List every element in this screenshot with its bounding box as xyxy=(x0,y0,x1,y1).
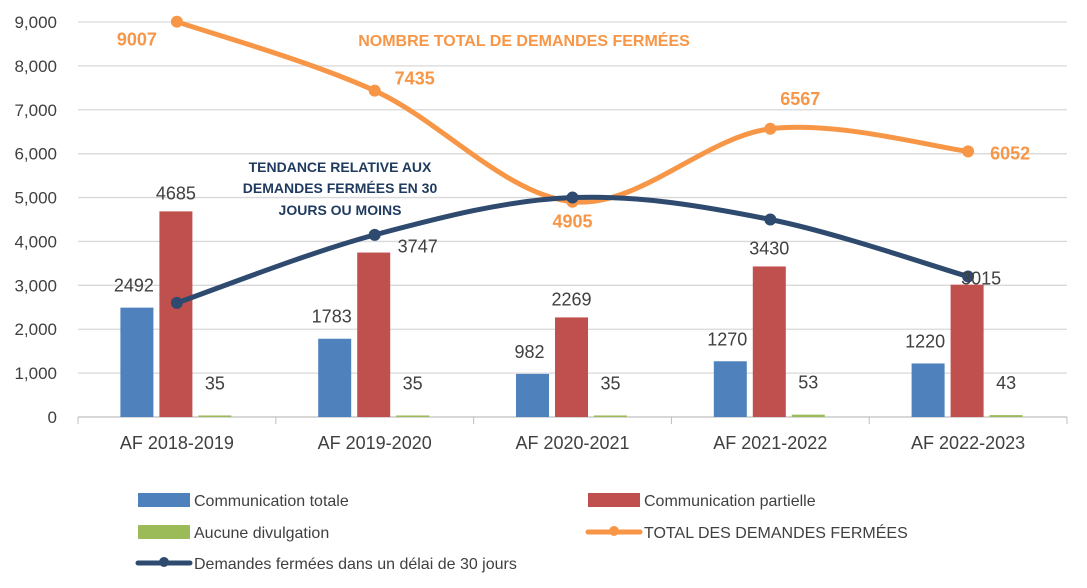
x-tick-label: AF 2021-2022 xyxy=(713,433,827,453)
legend-label: TOTAL DES DEMANDES FERMÉES xyxy=(644,523,908,542)
annotation-total: NOMBRE TOTAL DE DEMANDES FERMÉES xyxy=(358,31,690,50)
line-point xyxy=(764,213,777,226)
x-tick-label: AF 2022-2023 xyxy=(911,433,1025,453)
bar-data-label: 4685 xyxy=(156,183,196,203)
bar-communication-partielle xyxy=(159,211,193,417)
bar-communication-partielle xyxy=(555,317,588,417)
line-point xyxy=(566,191,579,204)
bar-communication-partielle xyxy=(357,252,391,417)
line-point xyxy=(368,84,381,97)
y-tick-label: 3,000 xyxy=(14,276,57,295)
bar-data-label: 3430 xyxy=(749,238,789,258)
line-point xyxy=(962,145,975,158)
legend-label: Demandes fermées dans un délai de 30 jou… xyxy=(194,556,517,573)
bar-data-label: 53 xyxy=(798,373,818,393)
bar-aucune-divulgation xyxy=(791,414,825,417)
annotation-trend-2: DEMANDES FERMÉES EN 30 xyxy=(243,180,438,196)
legend-marker xyxy=(159,557,169,567)
x-tick-label: AF 2018-2019 xyxy=(120,433,234,453)
bar-data-label: 2269 xyxy=(551,289,591,309)
annotation-trend-3: JOURS OU MOINS xyxy=(279,202,402,218)
line-data-label: 7435 xyxy=(395,69,435,89)
legend-label: Communication totale xyxy=(194,493,349,510)
y-tick-label: 0 xyxy=(48,408,57,427)
bar-data-label: 982 xyxy=(514,342,544,362)
line-data-label: 6567 xyxy=(780,89,820,109)
x-tick-label: AF 2020-2021 xyxy=(515,433,629,453)
legend-item: Communication partielle xyxy=(588,493,816,510)
bar-data-label: 3747 xyxy=(398,237,438,257)
line-data-label: 6052 xyxy=(990,143,1030,163)
bar-communication-totale xyxy=(911,363,945,417)
bar-aucune-divulgation xyxy=(198,415,232,417)
bar-data-label: 2492 xyxy=(114,276,154,296)
x-tick-label: AF 2019-2020 xyxy=(318,433,432,453)
y-tick-label: 5,000 xyxy=(14,189,57,208)
y-tick-label: 9,000 xyxy=(14,13,57,32)
bar-data-label: 1220 xyxy=(905,331,945,351)
line-point xyxy=(368,228,381,241)
bar-data-label: 1783 xyxy=(312,307,352,327)
bar-communication-partielle xyxy=(752,266,786,417)
bar-communication-partielle xyxy=(950,284,984,417)
legend-label: Communication partielle xyxy=(644,493,816,510)
bar-aucune-divulgation xyxy=(594,415,627,417)
line-point xyxy=(764,122,777,135)
annotation-trend-1: TENDANCE RELATIVE AUX xyxy=(249,159,432,175)
bar-communication-totale xyxy=(318,338,352,417)
legend-swatch xyxy=(588,493,640,507)
y-tick-label: 6,000 xyxy=(14,145,57,164)
bar-data-label: 35 xyxy=(403,373,423,393)
y-tick-label: 1,000 xyxy=(14,364,57,383)
bar-data-label: 35 xyxy=(600,373,620,393)
bar-data-label: 43 xyxy=(996,373,1016,393)
legend-marker xyxy=(609,526,619,536)
bar-aucune-divulgation xyxy=(396,415,430,417)
bar-data-label: 1270 xyxy=(707,329,747,349)
legend-item: Demandes fermées dans un délai de 30 jou… xyxy=(135,556,517,573)
legend-swatch xyxy=(138,493,190,507)
line-data-label: 4905 xyxy=(552,212,592,232)
bar-data-label: 3015 xyxy=(961,269,1001,289)
legend-swatch xyxy=(138,525,190,539)
y-tick-label: 8,000 xyxy=(14,57,57,76)
y-tick-label: 7,000 xyxy=(14,101,57,120)
legend-item: TOTAL DES DEMANDES FERMÉES xyxy=(585,523,908,542)
bar-communication-totale xyxy=(713,361,747,417)
line-data-label: 9007 xyxy=(117,30,157,50)
line-point xyxy=(170,15,183,28)
legend-item: Communication totale xyxy=(138,493,349,510)
legend: Communication totale Communication partie… xyxy=(135,493,908,573)
y-tick-label: 4,000 xyxy=(14,232,57,251)
line-point xyxy=(170,296,183,309)
bar-data-label: 35 xyxy=(205,373,225,393)
legend-label: Aucune divulgation xyxy=(194,525,329,542)
line-point xyxy=(962,270,975,283)
y-tick-label: 2,000 xyxy=(14,320,57,339)
legend-item: Aucune divulgation xyxy=(138,525,329,542)
bar-communication-totale xyxy=(516,373,549,417)
bar-aucune-divulgation xyxy=(989,415,1023,417)
bar-communication-totale xyxy=(120,307,154,417)
